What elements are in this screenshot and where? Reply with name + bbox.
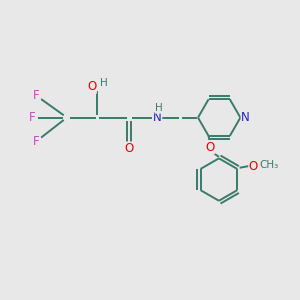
Text: H: H [100,78,108,88]
Text: N: N [153,111,162,124]
Text: H: H [155,103,163,113]
Text: O: O [249,160,258,172]
Text: F: F [29,111,35,124]
Text: F: F [33,135,40,148]
Text: O: O [87,80,96,93]
Text: F: F [33,89,40,102]
Text: N: N [241,111,250,124]
Text: O: O [125,142,134,155]
Text: CH₃: CH₃ [259,160,278,170]
Text: O: O [206,141,215,154]
